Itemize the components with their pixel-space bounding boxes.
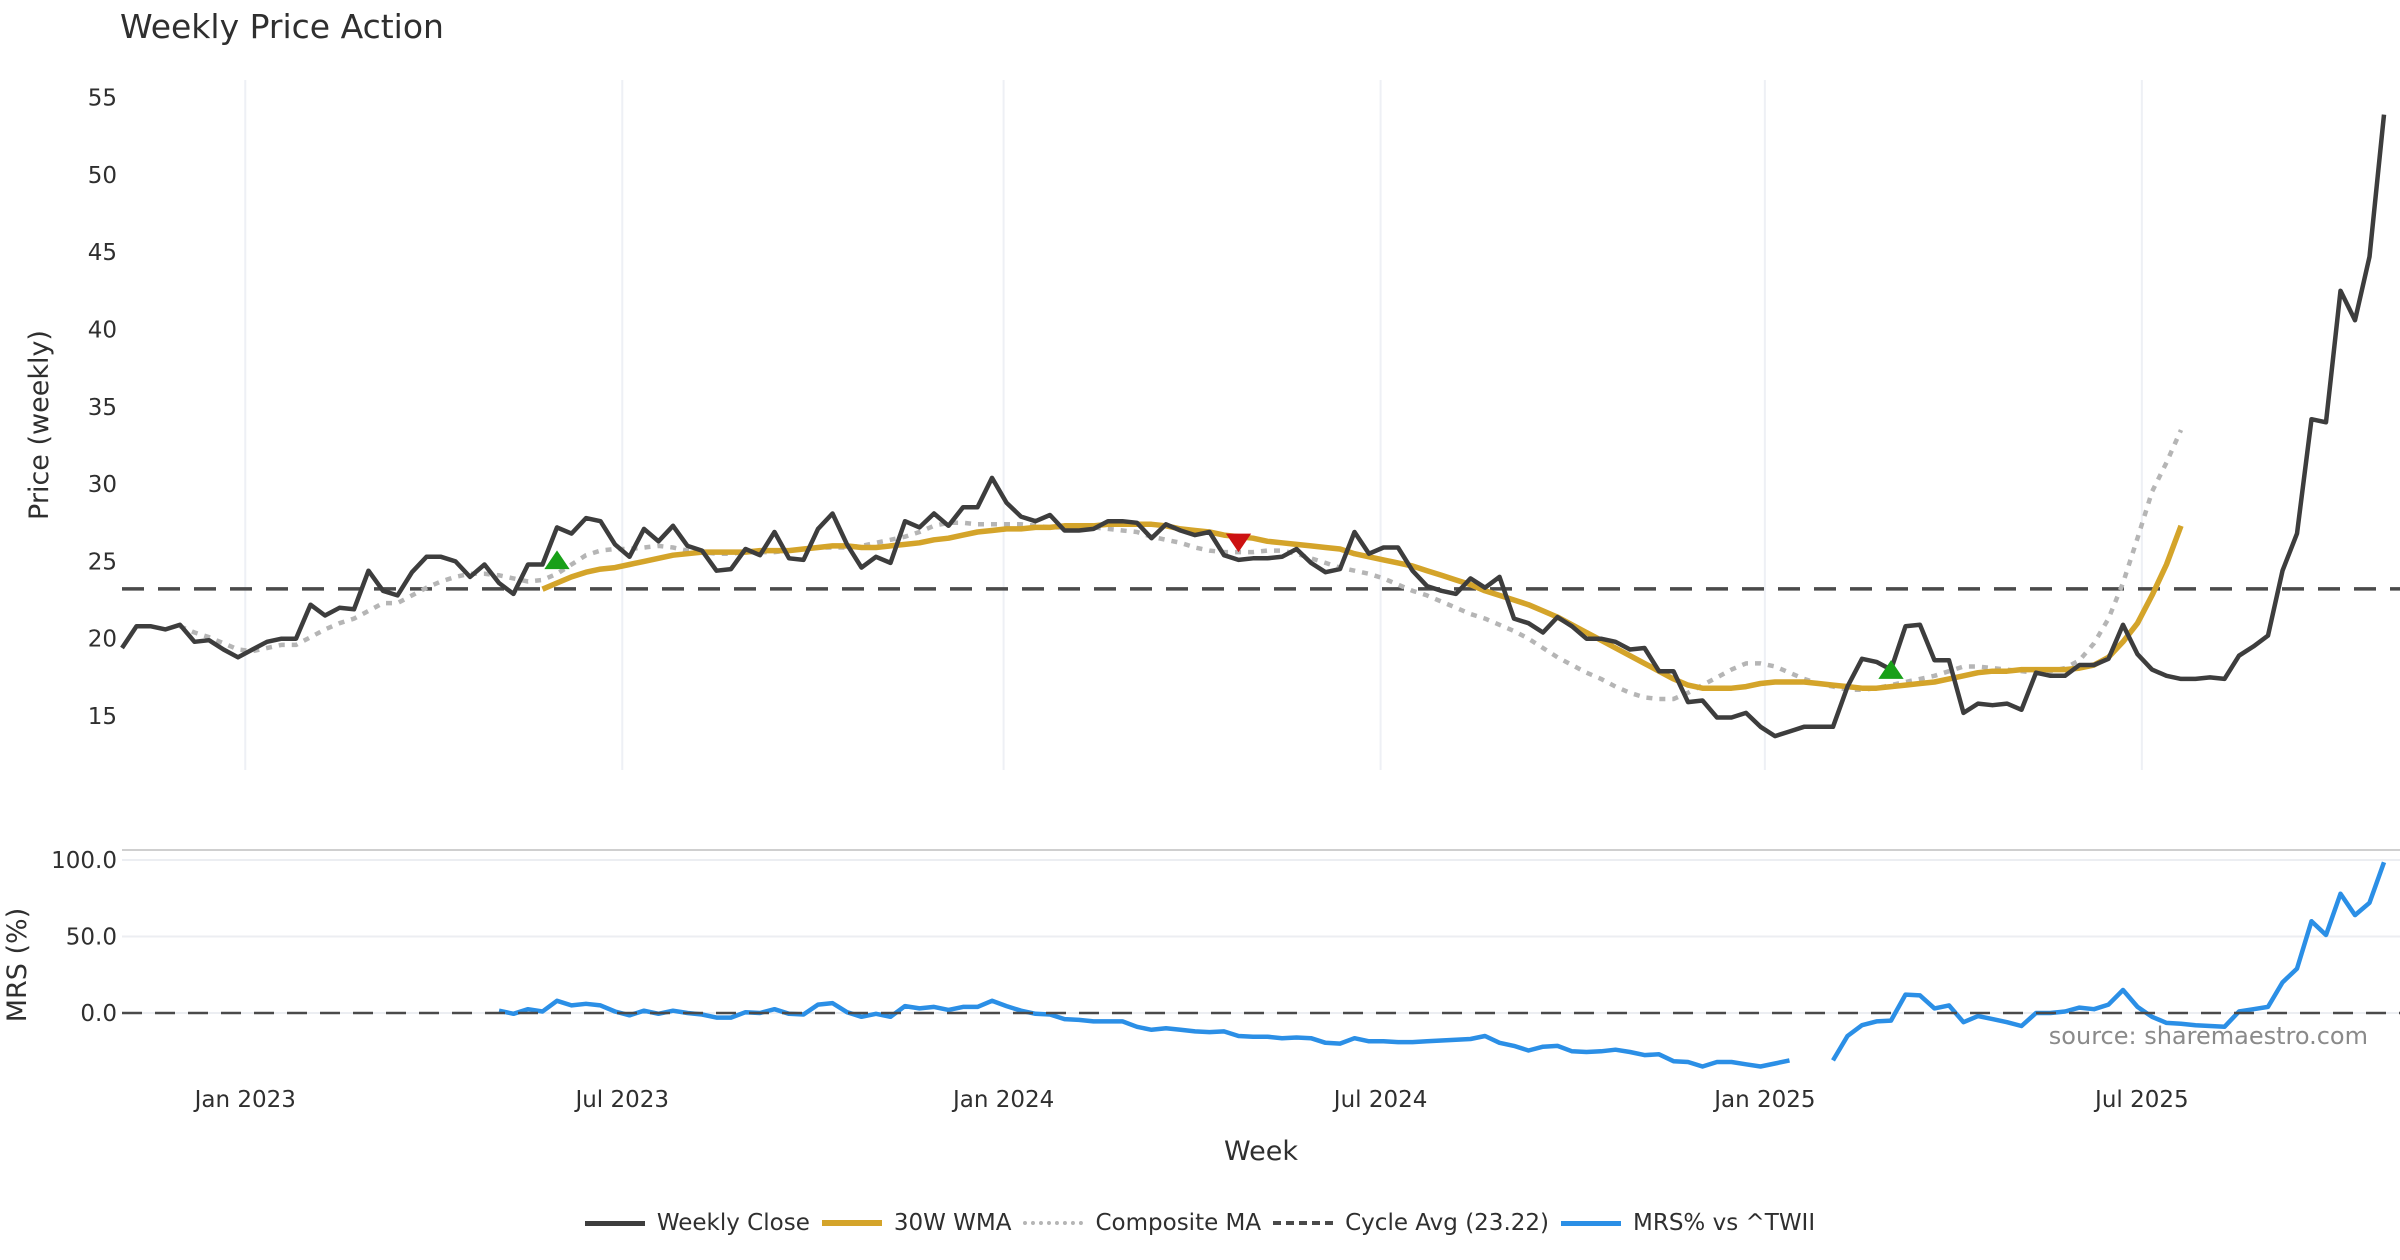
price-y-tick-label: 35 <box>88 395 117 421</box>
price-y-tick-label: 20 <box>88 627 117 653</box>
legend-item-30w-wma[interactable]: 30W WMA <box>821 1210 1012 1236</box>
source-annotation: source: sharemaestro.com <box>2049 1022 2368 1050</box>
legend-swatch-solid-gold <box>821 1220 882 1226</box>
price-y-tick-label: 15 <box>88 704 117 730</box>
legend-label: MRS% vs ^TWII <box>1633 1210 1816 1236</box>
price-y-ticks: 15 20 25 30 35 40 45 50 55 <box>88 86 117 730</box>
buy-signal-marker <box>1878 660 1904 679</box>
legend-label: Composite MA <box>1095 1210 1262 1236</box>
legend-label: Cycle Avg (23.22) <box>1345 1210 1549 1236</box>
mrs-line-segment <box>1831 861 2387 1062</box>
legend: Weekly Close 30W WMA Composite MA Cycle … <box>0 1210 2400 1236</box>
mrs-y-axis-title: MRS (%) <box>2 908 33 1023</box>
mrs-y-ticks: 0.0 50.0 100.0 <box>51 848 117 1027</box>
legend-swatch-dashed-grey <box>1273 1221 1334 1225</box>
legend-label: 30W WMA <box>893 1210 1012 1236</box>
mrs-line-segment <box>498 998 1790 1069</box>
mrs-series-group <box>122 861 2400 1069</box>
buy-signal-marker <box>544 550 570 570</box>
price-y-tick-label: 25 <box>88 549 117 575</box>
legend-item-composite-ma[interactable]: Composite MA <box>1023 1210 1261 1236</box>
sell-signal-marker <box>1225 533 1252 553</box>
legend-swatch-solid-dark <box>584 1220 645 1226</box>
x-axis-ticks: Jan 2023 Jul 2023 Jan 2024 Jul 2024 Jan 2025… <box>193 1087 2189 1113</box>
x-tick-label: Jul 2023 <box>573 1087 669 1113</box>
x-tick-label: Jul 2025 <box>2093 1087 2189 1113</box>
legend-item-mrs[interactable]: MRS% vs ^TWII <box>1561 1210 1815 1236</box>
x-axis-title: Week <box>1224 1136 1298 1167</box>
legend-label: Weekly Close <box>656 1210 810 1236</box>
legend-swatch-solid-blue <box>1561 1220 1621 1226</box>
x-tick-label: Jan 2023 <box>193 1087 296 1113</box>
price-series-group <box>120 114 2400 739</box>
legend-item-weekly-close[interactable]: Weekly Close <box>584 1210 810 1236</box>
price-y-tick-label: 40 <box>88 318 117 344</box>
chart-title: Weekly Price Action <box>120 7 444 46</box>
price-y-tick-label: 30 <box>88 472 117 498</box>
mrs-y-tick-label: 0.0 <box>80 1001 117 1027</box>
legend-swatch-dotted-grey <box>1023 1221 1084 1225</box>
x-tick-label: Jan 2025 <box>1712 1087 1815 1113</box>
price-y-tick-label: 50 <box>88 163 117 189</box>
price-y-tick-label: 55 <box>88 86 117 112</box>
series-weekly-close-line <box>120 114 2387 739</box>
price-y-axis-title: Price (weekly) <box>24 330 55 520</box>
series-composite-ma-line <box>179 429 2184 702</box>
x-tick-label: Jan 2024 <box>951 1087 1054 1113</box>
mrs-gridlines <box>122 859 2400 1014</box>
legend-item-cycle-avg[interactable]: Cycle Avg (23.22) <box>1273 1210 1549 1236</box>
series-30w-wma-line <box>541 521 2184 691</box>
mrs-y-tick-label: 100.0 <box>51 848 117 874</box>
mrs-y-tick-label: 50.0 <box>66 925 117 951</box>
x-tick-label: Jul 2024 <box>1332 1087 1428 1113</box>
signal-markers <box>544 533 1904 679</box>
price-y-tick-label: 45 <box>88 240 117 266</box>
